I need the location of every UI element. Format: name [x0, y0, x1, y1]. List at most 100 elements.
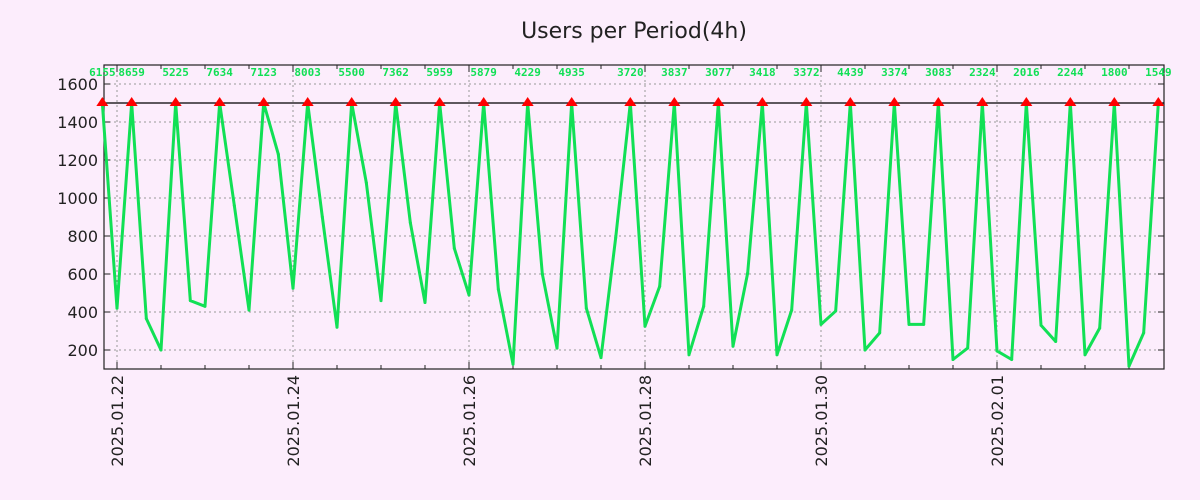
x-tick-label: 2025.01.22 [108, 375, 127, 467]
data-point [1054, 339, 1058, 343]
peak-value-label: 3077 [705, 66, 732, 79]
data-point [1010, 358, 1014, 361]
data-point [746, 271, 750, 275]
peak-marker-triangle [756, 97, 769, 106]
peak-marker-triangle [1020, 97, 1033, 106]
data-point [966, 346, 970, 350]
y-tick-label: 200 [67, 341, 98, 360]
peak-value-label: 5959 [426, 66, 453, 79]
data-point [922, 322, 926, 326]
data-point [511, 362, 515, 366]
grid [104, 65, 1164, 369]
peak-value-label: 3372 [793, 66, 820, 79]
peak-marker-triangle [976, 97, 989, 106]
data-point [790, 308, 794, 312]
y-tick-label: 1000 [57, 189, 98, 208]
data-point [995, 349, 999, 353]
x-tick-label: 2025.01.30 [812, 375, 831, 467]
data-point [1083, 353, 1087, 357]
y-tick-label: 1200 [57, 151, 98, 170]
data-point [1127, 364, 1131, 368]
data-point [878, 331, 882, 335]
data-point [452, 246, 456, 250]
y-tick-label: 1600 [57, 75, 98, 94]
data-point [731, 344, 735, 348]
data-point [144, 317, 148, 321]
data-point [335, 325, 339, 329]
peak-marker-triangle [213, 97, 226, 106]
peak-value-label: 7123 [250, 66, 277, 79]
peak-marker-triangle [844, 97, 857, 106]
peak-value-label: 5500 [338, 66, 365, 79]
y-tick-label: 600 [67, 265, 98, 284]
peak-value-label: 1549 [1145, 66, 1172, 79]
peak-marker-triangle [624, 97, 637, 106]
peak-marker-triangle [301, 97, 314, 106]
data-point [907, 322, 911, 326]
peak-value-label: 4229 [514, 66, 541, 79]
data-point [364, 181, 368, 185]
peak-marker-triangle [169, 97, 182, 106]
peak-value-label: 3083 [925, 66, 952, 79]
data-point [159, 348, 163, 352]
peak-marker-triangle [125, 97, 138, 106]
peak-marker-triangle [668, 97, 681, 106]
peak-value-label: 8003 [294, 66, 321, 79]
peak-value-label: 3720 [617, 66, 644, 79]
data-point [203, 304, 207, 308]
data-point [291, 286, 295, 290]
data-point [188, 299, 192, 303]
peak-value-label: 7362 [382, 66, 409, 79]
peak-marker-triangle [1108, 97, 1121, 106]
data-point [115, 306, 119, 310]
data-point [555, 346, 559, 350]
y-tick-label: 400 [67, 303, 98, 322]
data-point [775, 353, 779, 357]
data-point [1098, 326, 1102, 330]
peak-value-label: 4935 [558, 66, 585, 79]
data-point [540, 272, 544, 276]
data-point [423, 301, 427, 304]
data-point [834, 309, 838, 313]
data-point [232, 204, 236, 208]
peak-marker-triangle [800, 97, 813, 106]
axes: 200 400 600 800 1000 1200 1400 1600 2025.01.22 20… [57, 64, 1165, 467]
peak-value-label: 5225 [162, 66, 189, 79]
plot-frame [103, 64, 1165, 370]
data-point [599, 356, 603, 360]
data-point [643, 324, 647, 328]
data-point [658, 284, 662, 288]
peak-marker-triangle [932, 97, 945, 106]
peak-value-label: 3418 [749, 66, 776, 79]
data-point [320, 215, 324, 219]
peak-marker-triangle [888, 97, 901, 106]
peak-marker-triangle [477, 97, 490, 106]
data-point [863, 348, 867, 352]
peak-marker-triangle [96, 97, 109, 106]
data-point [687, 353, 691, 357]
data-point [379, 299, 383, 303]
data-point [584, 306, 588, 310]
data-point [819, 322, 823, 326]
peak-value-label: 4439 [837, 66, 864, 79]
peak-value-label: 1800 [1101, 66, 1128, 79]
peak-value-label: 2324 [969, 66, 996, 79]
peak-marker-triangle [257, 97, 270, 106]
peak-value-label: 7634 [206, 66, 233, 79]
peak-value-label: 3374 [881, 66, 908, 79]
data-point [247, 308, 251, 312]
y-tick-label: 800 [67, 227, 98, 246]
data-point [467, 293, 471, 297]
peak-marker-triangle [345, 97, 358, 106]
data-point [1039, 323, 1043, 327]
peak-markers: 6155 8659 5225 7634 7123 8003 5500 7362 5959 5879… [89, 66, 1172, 106]
data-point [276, 152, 280, 156]
peak-value-label: 2244 [1057, 66, 1084, 79]
chart-title: Users per Period(4h) [521, 19, 747, 44]
peak-value-label: 6155 [89, 66, 116, 79]
data-point [1142, 331, 1146, 335]
peak-marker-triangle [565, 97, 578, 106]
x-tick-label: 2025.01.28 [636, 375, 655, 467]
